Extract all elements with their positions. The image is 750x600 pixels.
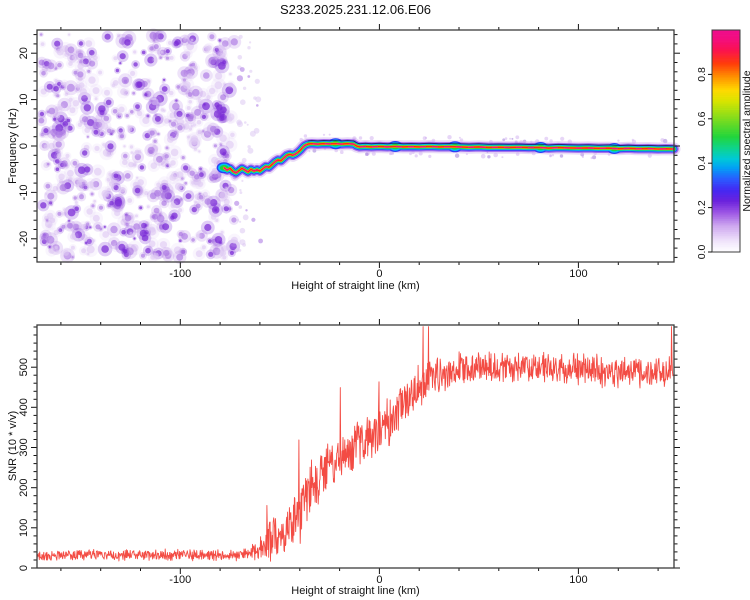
spectrogram-x-axis-label: Height of straight line (km) [291,280,420,292]
spectrogram-noise-blobs [35,28,263,264]
snr-series-line [36,326,674,562]
x-tick-label: -100 [169,268,191,280]
y-tick-label: 0 [18,143,30,149]
colorbar-tick-label: 0.0 [696,245,708,260]
x-tick-label: 0 [376,268,382,280]
y-tick-label: 500 [18,358,30,376]
colorbar: 0.0 0.2 0.4 0.6 0.8 [696,29,741,260]
y-tick-label: 200 [18,479,30,497]
y-tick-label: -20 [18,231,30,247]
spectrogram-signal-trace [216,133,681,180]
x-tick-label: 0 [376,574,382,586]
spectrogram-y-axis-label: Frequency (Hz) [7,108,19,184]
y-tick-label: 100 [18,519,30,537]
snr-y-axis-label: SNR (10 * v/v) [7,410,19,482]
y-tick-label: 400 [18,398,30,416]
colorbar-tick-label: 0.6 [696,111,708,126]
colorbar-tick-label: 0.8 [696,67,708,82]
y-tick-label: 20 [18,47,30,59]
colorbar-tick-label: 0.4 [696,156,708,171]
x-tick-label: 100 [569,268,587,280]
snr-axes: -100 0 100 0 100 200 300 400 500 [18,319,680,586]
y-tick-label: 10 [18,93,30,105]
snr-x-axis-label: Height of straight line (km) [291,585,420,597]
x-tick-label: -100 [169,574,191,586]
colorbar-label: Normalized spectral amplitude [741,70,750,212]
x-tick-label: 100 [569,574,587,586]
y-tick-label: 300 [18,438,30,456]
colorbar-tick-label: 0.2 [696,200,708,215]
y-tick-label: -10 [18,184,30,200]
y-tick-label: 0 [18,565,30,571]
chart-title: S233.2025.231.12.06.E06 [279,2,432,17]
